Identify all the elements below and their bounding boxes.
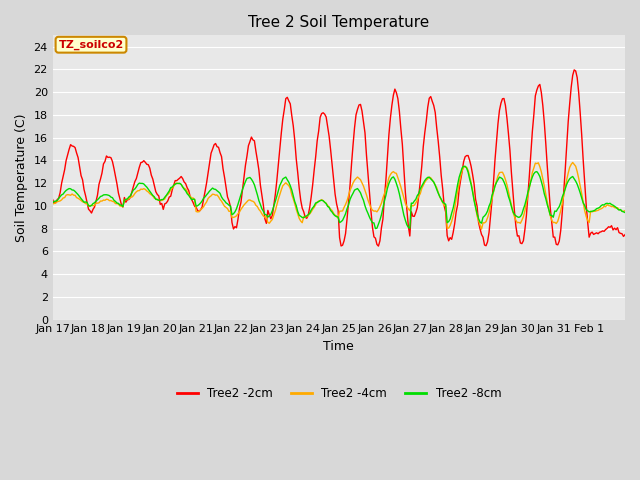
Tree2 -4cm: [477, 226, 485, 232]
Tree2 -4cm: [49, 201, 56, 207]
Tree2 -8cm: [372, 226, 380, 231]
Tree2 -8cm: [458, 165, 466, 171]
Tree2 -4cm: [543, 199, 551, 204]
Tree2 -4cm: [68, 191, 76, 197]
Tree2 -2cm: [374, 243, 382, 249]
Tree2 -8cm: [620, 209, 627, 215]
Tree2 -4cm: [343, 198, 351, 204]
Text: TZ_soilco2: TZ_soilco2: [58, 39, 124, 50]
Tree2 -8cm: [49, 200, 56, 205]
Tree2 -2cm: [68, 143, 76, 149]
Tree2 -2cm: [458, 168, 466, 174]
Tree2 -8cm: [86, 204, 94, 209]
Tree2 -4cm: [86, 203, 94, 208]
Tree2 -2cm: [620, 234, 627, 240]
Tree2 -4cm: [457, 174, 465, 180]
Tree2 -8cm: [343, 206, 351, 212]
Line: Tree2 -4cm: Tree2 -4cm: [52, 162, 625, 229]
Y-axis label: Soil Temperature (C): Soil Temperature (C): [15, 113, 28, 242]
Tree2 -8cm: [621, 210, 629, 216]
Tree2 -2cm: [343, 216, 351, 222]
Title: Tree 2 Soil Temperature: Tree 2 Soil Temperature: [248, 15, 429, 30]
Tree2 -2cm: [570, 67, 578, 73]
Line: Tree2 -2cm: Tree2 -2cm: [52, 70, 625, 246]
Tree2 -2cm: [621, 232, 629, 238]
Tree2 -8cm: [545, 207, 552, 213]
Tree2 -4cm: [569, 159, 577, 165]
Line: Tree2 -8cm: Tree2 -8cm: [52, 167, 625, 228]
Tree2 -4cm: [621, 208, 629, 214]
Tree2 -2cm: [543, 164, 551, 169]
Tree2 -2cm: [49, 197, 56, 203]
Tree2 -2cm: [86, 208, 94, 214]
Tree2 -4cm: [620, 208, 627, 214]
Tree2 -8cm: [68, 187, 76, 193]
Tree2 -8cm: [460, 164, 467, 169]
Legend: Tree2 -2cm, Tree2 -4cm, Tree2 -8cm: Tree2 -2cm, Tree2 -4cm, Tree2 -8cm: [172, 382, 506, 405]
X-axis label: Time: Time: [323, 340, 354, 353]
